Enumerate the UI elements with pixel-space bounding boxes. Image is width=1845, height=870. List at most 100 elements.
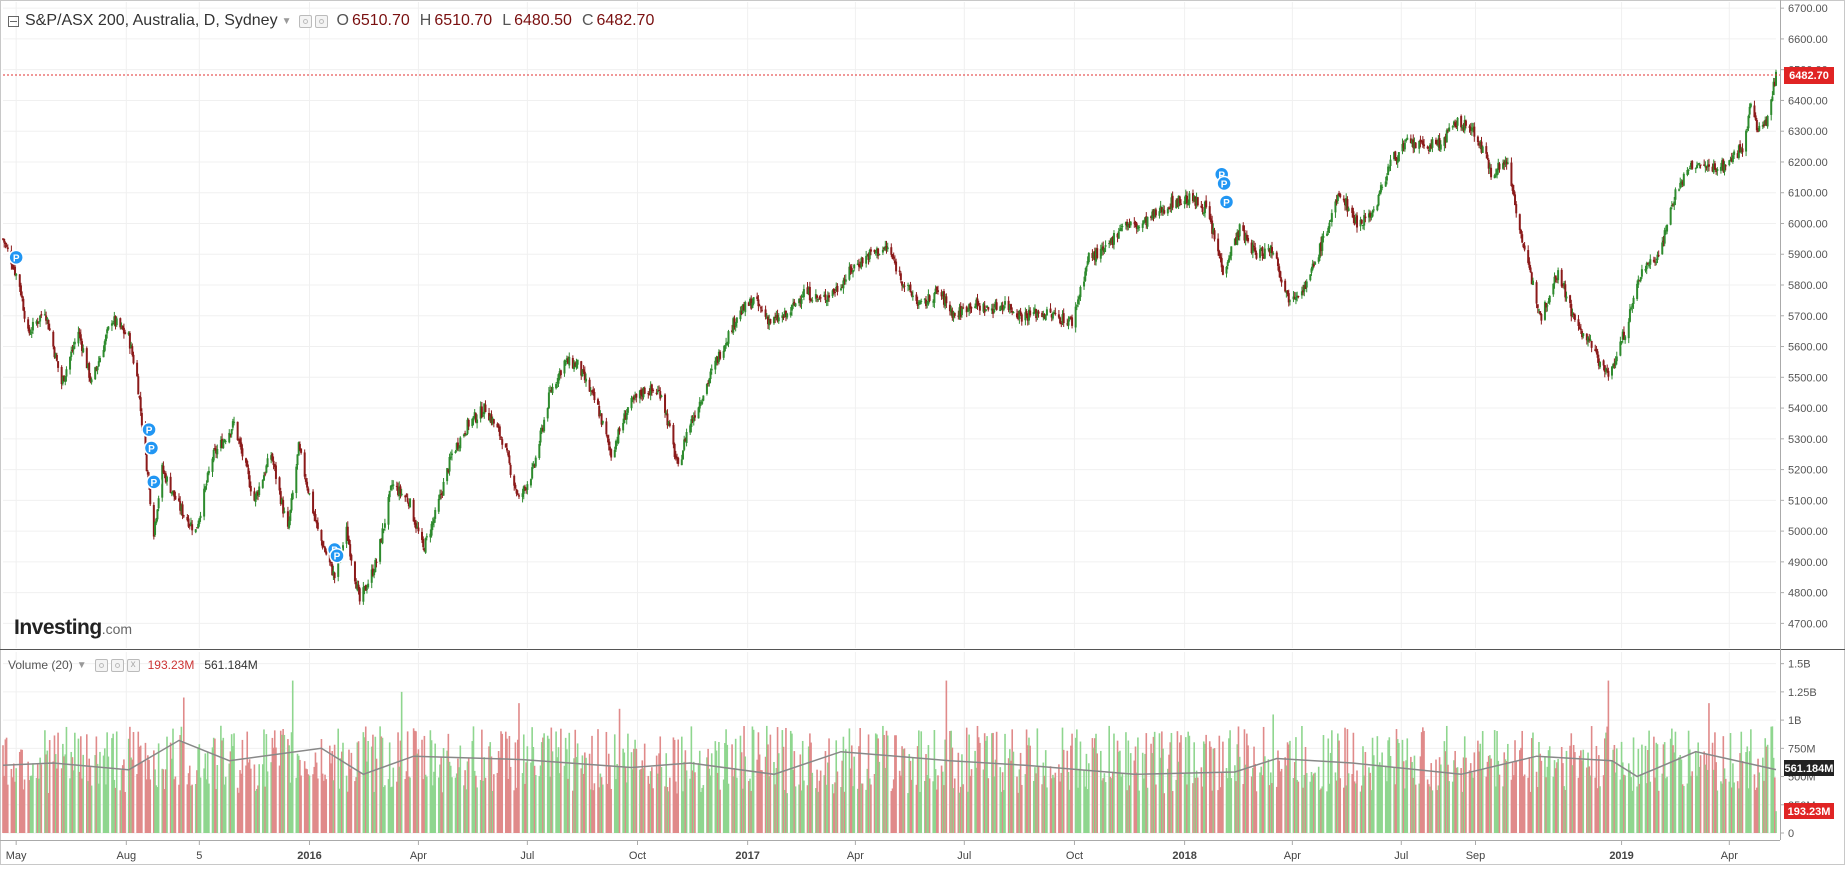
candle-body: [1638, 280, 1641, 282]
volume-bar: [859, 728, 861, 833]
volume-bar: [1246, 733, 1248, 833]
volume-bar: [165, 769, 167, 833]
candle-body: [571, 358, 574, 369]
candle-body: [722, 350, 725, 358]
event-markers-layer[interactable]: PPPPPPPPP: [8, 166, 1235, 564]
volume-bar: [736, 777, 738, 833]
candle-body: [515, 489, 518, 494]
volume-bar: [581, 755, 584, 833]
event-marker-icon[interactable]: [146, 474, 162, 490]
volume-bar: [1210, 746, 1212, 833]
volume-bar: [853, 756, 855, 833]
candle-body: [899, 273, 902, 281]
candle-body: [782, 316, 785, 319]
volume-bar: [390, 787, 392, 833]
volume-bar: [1253, 746, 1255, 833]
candle-body: [656, 390, 659, 393]
candle-body: [1498, 163, 1501, 170]
volume-bar: [912, 757, 914, 833]
candle-body: [179, 501, 182, 511]
last-volume-label-bg: [1784, 803, 1834, 819]
candle-body: [489, 415, 492, 422]
volume-bar: [677, 739, 680, 833]
event-marker-icon[interactable]: [329, 547, 345, 564]
event-marker-icon[interactable]: [141, 421, 157, 438]
candle-body: [1126, 221, 1129, 227]
candle-body: [1353, 218, 1356, 225]
collapse-icon[interactable]: [8, 15, 19, 27]
candle-body: [848, 266, 851, 280]
candle-body: [1451, 126, 1454, 128]
candle-body: [1338, 193, 1341, 196]
candle-body: [1749, 103, 1752, 107]
volume-bar: [1103, 773, 1106, 833]
candle-body: [1286, 290, 1289, 294]
volume-bar: [1101, 780, 1103, 833]
candle-body: [437, 498, 440, 512]
chart-title[interactable]: S&P/ASX 200, Australia, D, Sydney: [25, 12, 278, 29]
volume-bar: [223, 784, 226, 833]
volume-dropdown-caret-icon[interactable]: ▼: [76, 659, 87, 671]
volume-bar: [414, 730, 416, 833]
candle-body: [565, 358, 568, 361]
candle-body: [1758, 125, 1761, 131]
volume-bar: [94, 755, 96, 833]
candle-body: [1594, 349, 1597, 351]
candle-body: [1099, 248, 1102, 259]
volume-bar: [962, 784, 964, 833]
candle-body: [315, 520, 318, 524]
volume-bar: [641, 760, 644, 833]
event-marker-icon[interactable]: [1218, 194, 1235, 210]
candle-body: [953, 312, 956, 316]
candle-body: [743, 304, 746, 311]
volume-bar: [1522, 776, 1525, 833]
event-marker-icon[interactable]: [143, 440, 160, 456]
volume-bar: [827, 762, 829, 833]
candle-body: [504, 443, 507, 448]
candle-body: [197, 523, 200, 529]
volume-bar: [144, 742, 147, 833]
volume-settings-icon[interactable]: [94, 658, 108, 672]
candle-body: [1250, 242, 1253, 254]
high-key: H: [419, 12, 432, 29]
candle-body: [1045, 309, 1048, 316]
settings-icon[interactable]: [299, 14, 313, 28]
volume-bar: [95, 736, 98, 833]
candle-body: [1614, 361, 1617, 366]
volume-bar: [773, 761, 775, 833]
volume-bar: [490, 756, 493, 833]
event-marker-icon[interactable]: [8, 249, 24, 266]
candle-body: [223, 440, 226, 442]
volume-bar: [29, 775, 32, 833]
volume-bar: [649, 771, 652, 833]
candle-body: [356, 584, 359, 591]
close-icon[interactable]: x: [126, 658, 140, 672]
candle-body: [926, 303, 929, 305]
volume-bar: [1354, 783, 1357, 833]
candle-body: [659, 391, 662, 399]
volume-bar: [1071, 733, 1073, 833]
candle-body: [667, 421, 670, 424]
volume-title[interactable]: Volume (20): [8, 658, 73, 672]
candle-body: [211, 458, 214, 472]
candle-body: [1741, 148, 1744, 153]
eye-icon[interactable]: [315, 14, 329, 28]
volume-bar: [1269, 772, 1272, 833]
volume-bar: [710, 753, 713, 833]
candle-body: [1287, 293, 1290, 303]
candle-body: [398, 486, 401, 497]
candle-body: [1766, 115, 1769, 127]
volume-bar: [1607, 680, 1610, 833]
volume-bar: [1775, 811, 1777, 833]
volume-eye-icon[interactable]: [110, 658, 124, 672]
candle-body: [1627, 321, 1630, 339]
volume-bar: [404, 779, 407, 833]
event-marker-icon[interactable]: [1216, 175, 1232, 192]
dropdown-caret-icon[interactable]: ▼: [281, 15, 292, 27]
candle-body: [1103, 248, 1106, 253]
volume-bar: [89, 766, 92, 833]
candle-body: [873, 249, 876, 253]
candle-body: [130, 344, 133, 349]
